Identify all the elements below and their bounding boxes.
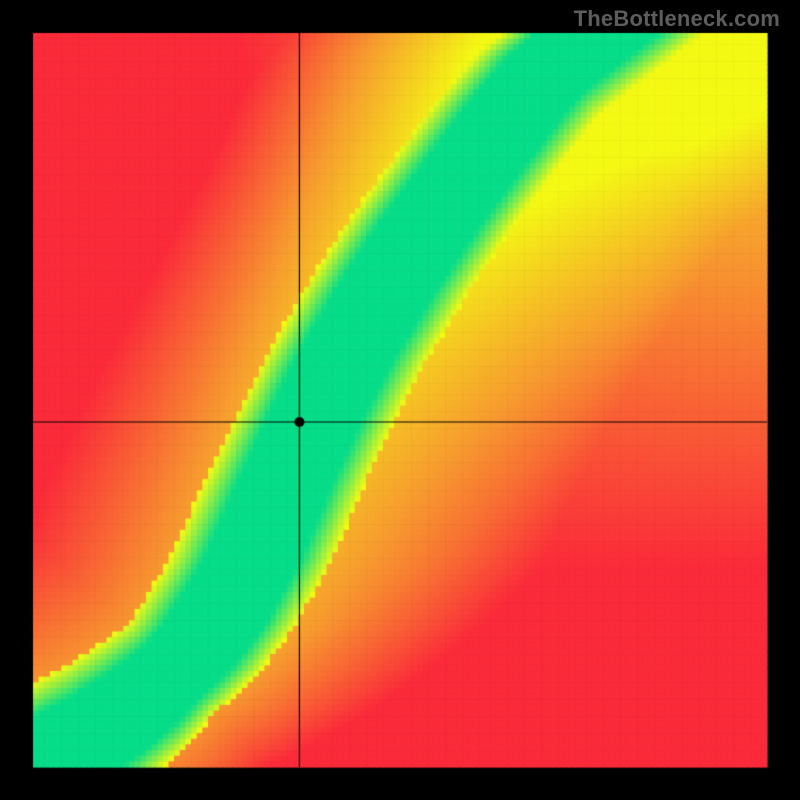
watermark: TheBottleneck.com [574,6,780,32]
heatmap-canvas [0,0,800,800]
chart-container: TheBottleneck.com [0,0,800,800]
